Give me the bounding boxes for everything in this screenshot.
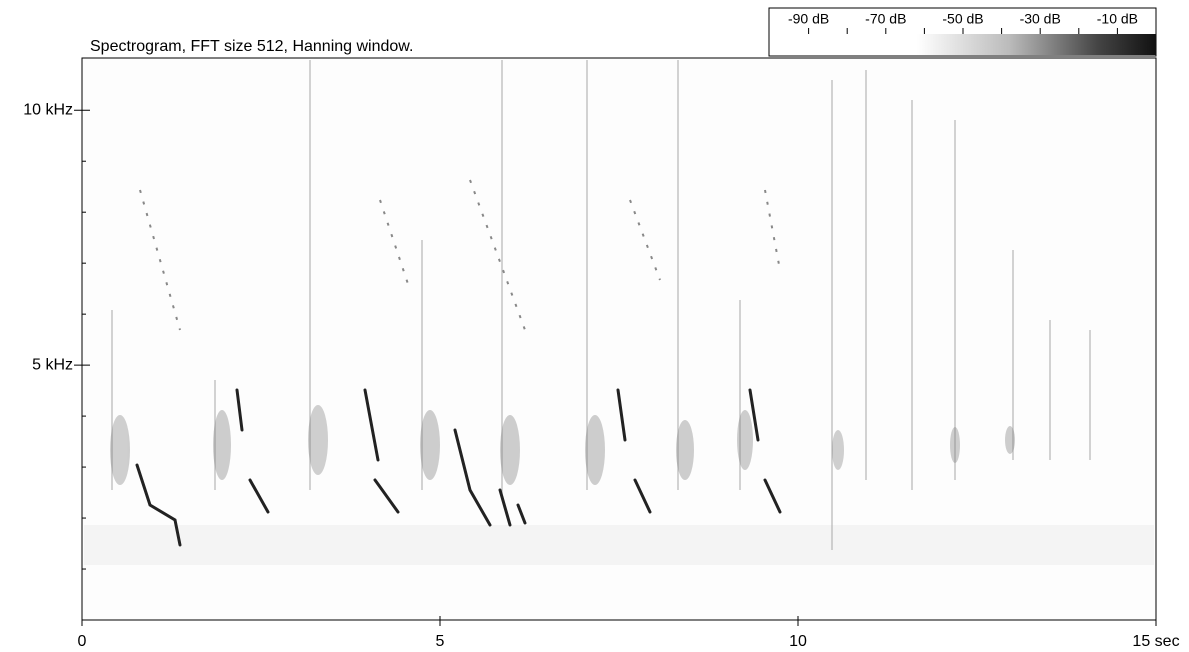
stroke xyxy=(235,388,244,432)
colorbar-tick-label: -70 dB xyxy=(865,11,906,27)
blob xyxy=(585,415,605,485)
blob xyxy=(308,405,328,475)
x-tick-label: 15 sec xyxy=(1132,633,1179,650)
stroke xyxy=(763,478,782,514)
colorbar-tick-label: -10 dB xyxy=(1097,11,1138,27)
colorbar-tick-label: -90 dB xyxy=(788,11,829,27)
stroke xyxy=(748,388,760,442)
blob xyxy=(737,410,753,470)
colorbar-tick-label: -50 dB xyxy=(942,11,983,27)
blob xyxy=(832,430,844,470)
blob xyxy=(676,420,694,480)
stroke xyxy=(633,478,652,514)
harmonic xyxy=(469,179,526,331)
spectrogram-onsets xyxy=(111,60,1091,550)
harmonic xyxy=(629,199,661,281)
spectrogram-blobs xyxy=(110,405,1015,485)
blob xyxy=(1005,426,1015,454)
y-tick-label: 10 kHz xyxy=(23,101,73,118)
y-tick-label: 5 kHz xyxy=(32,356,73,373)
blob xyxy=(950,427,960,463)
chart-title: Spectrogram, FFT size 512, Hanning windo… xyxy=(90,38,413,55)
stroke xyxy=(453,428,492,527)
noise-band xyxy=(84,525,1154,565)
stroke xyxy=(248,478,270,514)
plot-frame xyxy=(81,57,1157,621)
stroke xyxy=(373,478,400,514)
stroke xyxy=(516,503,527,525)
stroke xyxy=(616,388,627,442)
blob xyxy=(213,410,231,480)
spectrogram-harmonics xyxy=(139,179,781,331)
stroke xyxy=(135,463,182,547)
blob xyxy=(500,415,520,485)
x-tick-label: 10 xyxy=(789,633,807,650)
stroke xyxy=(498,488,512,527)
harmonic xyxy=(764,189,781,271)
x-tick-label: 5 xyxy=(436,633,445,650)
colorbar xyxy=(770,34,1156,55)
colorbar-tick-label: -30 dB xyxy=(1020,11,1061,27)
stroke xyxy=(363,388,380,462)
harmonic xyxy=(139,189,181,331)
blob xyxy=(110,415,130,485)
x-tick-label: 0 xyxy=(78,633,87,650)
spectrogram-strokes xyxy=(135,388,782,547)
blob xyxy=(420,410,440,480)
